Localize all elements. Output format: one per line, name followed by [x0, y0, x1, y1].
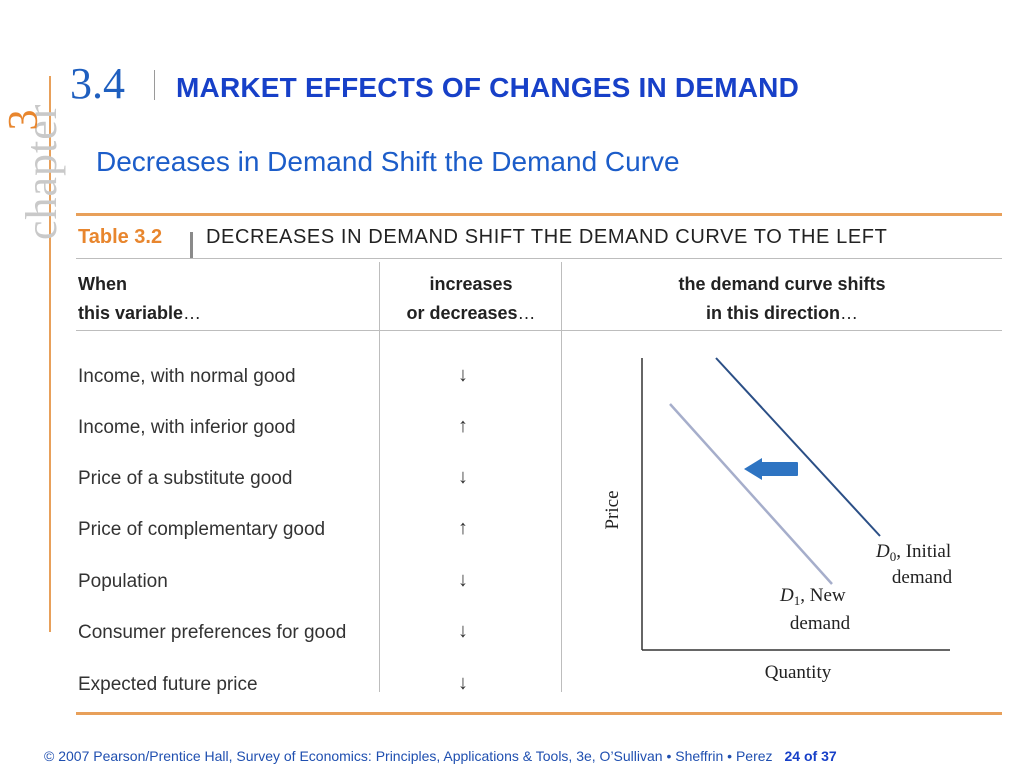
slide-footer: © 2007 Pearson/Prentice Hall, Survey of …	[44, 748, 837, 764]
header-variable-line1: When	[78, 274, 127, 294]
column-divider-2	[561, 262, 562, 692]
row-variable: Price of a substitute good	[78, 468, 293, 489]
header-change-line1: increases	[429, 274, 513, 294]
row-variable: Consumer preferences for good	[78, 622, 347, 643]
initial-demand-label-line2: demand	[892, 567, 953, 588]
column-header-direction: the demand curve shifts in this directio…	[562, 270, 1002, 328]
table-top-rule	[76, 213, 1002, 216]
slide-subtitle: Decreases in Demand Shift the Demand Cur…	[96, 146, 680, 177]
row-change-arrow: ↓	[458, 364, 468, 386]
table-number: Table 3.2	[78, 226, 163, 248]
column-header-variable: When this variable…	[78, 270, 201, 328]
header-change-line2: or decreases…	[406, 303, 536, 323]
initial-demand-curve	[715, 357, 881, 537]
row-variable: Income, with normal good	[78, 366, 296, 387]
new-demand-label: D1, New	[779, 585, 846, 608]
table-title-rule	[76, 258, 1002, 259]
new-demand-curve	[669, 403, 833, 585]
section-separator	[154, 70, 155, 100]
demand-shift-graph: Price Quantity D0, Initial demand D1, Ne…	[602, 357, 953, 683]
initial-demand-label: D0, Initial	[875, 541, 951, 564]
row-change-arrow: ↑	[458, 517, 468, 539]
table-bottom-rule	[76, 712, 1002, 715]
footer-credit: © 2007 Pearson/Prentice Hall, Survey of …	[44, 748, 773, 764]
x-axis-label: Quantity	[765, 662, 832, 683]
row-variable: Expected future price	[78, 674, 258, 695]
row-change-arrow: ↓	[458, 620, 468, 642]
table-label-divider	[190, 232, 193, 258]
chapter-number: 3	[1, 109, 47, 131]
section-number: 3.4	[70, 59, 125, 108]
row-change-arrow: ↓	[458, 672, 468, 694]
header-direction-line2: in this direction…	[705, 303, 858, 323]
chapter-brand	[8, 76, 52, 640]
page-number: 24 of 37	[784, 748, 837, 764]
row-change-arrow: ↓	[458, 466, 468, 488]
header-direction-line1: the demand curve shifts	[678, 274, 886, 294]
y-axis-label: Price	[602, 490, 623, 529]
row-variable: Population	[78, 571, 168, 592]
row-variable: Income, with inferior good	[78, 417, 296, 438]
column-divider-1	[379, 262, 380, 692]
chapter-rule	[49, 76, 51, 632]
row-variable: Price of complementary good	[78, 519, 326, 540]
header-variable-line2: this variable…	[78, 303, 202, 323]
column-header-change: increases or decreases…	[380, 270, 562, 328]
table-title: DECREASES IN DEMAND SHIFT THE DEMAND CUR…	[206, 226, 888, 248]
row-change-arrow: ↓	[458, 569, 468, 591]
shift-left-arrow	[744, 458, 798, 480]
section-title: MARKET EFFECTS OF CHANGES IN DEMAND	[176, 72, 799, 103]
header-bottom-rule	[76, 330, 1002, 331]
new-demand-label-line2: demand	[790, 613, 851, 634]
row-change-arrow: ↑	[458, 415, 468, 437]
